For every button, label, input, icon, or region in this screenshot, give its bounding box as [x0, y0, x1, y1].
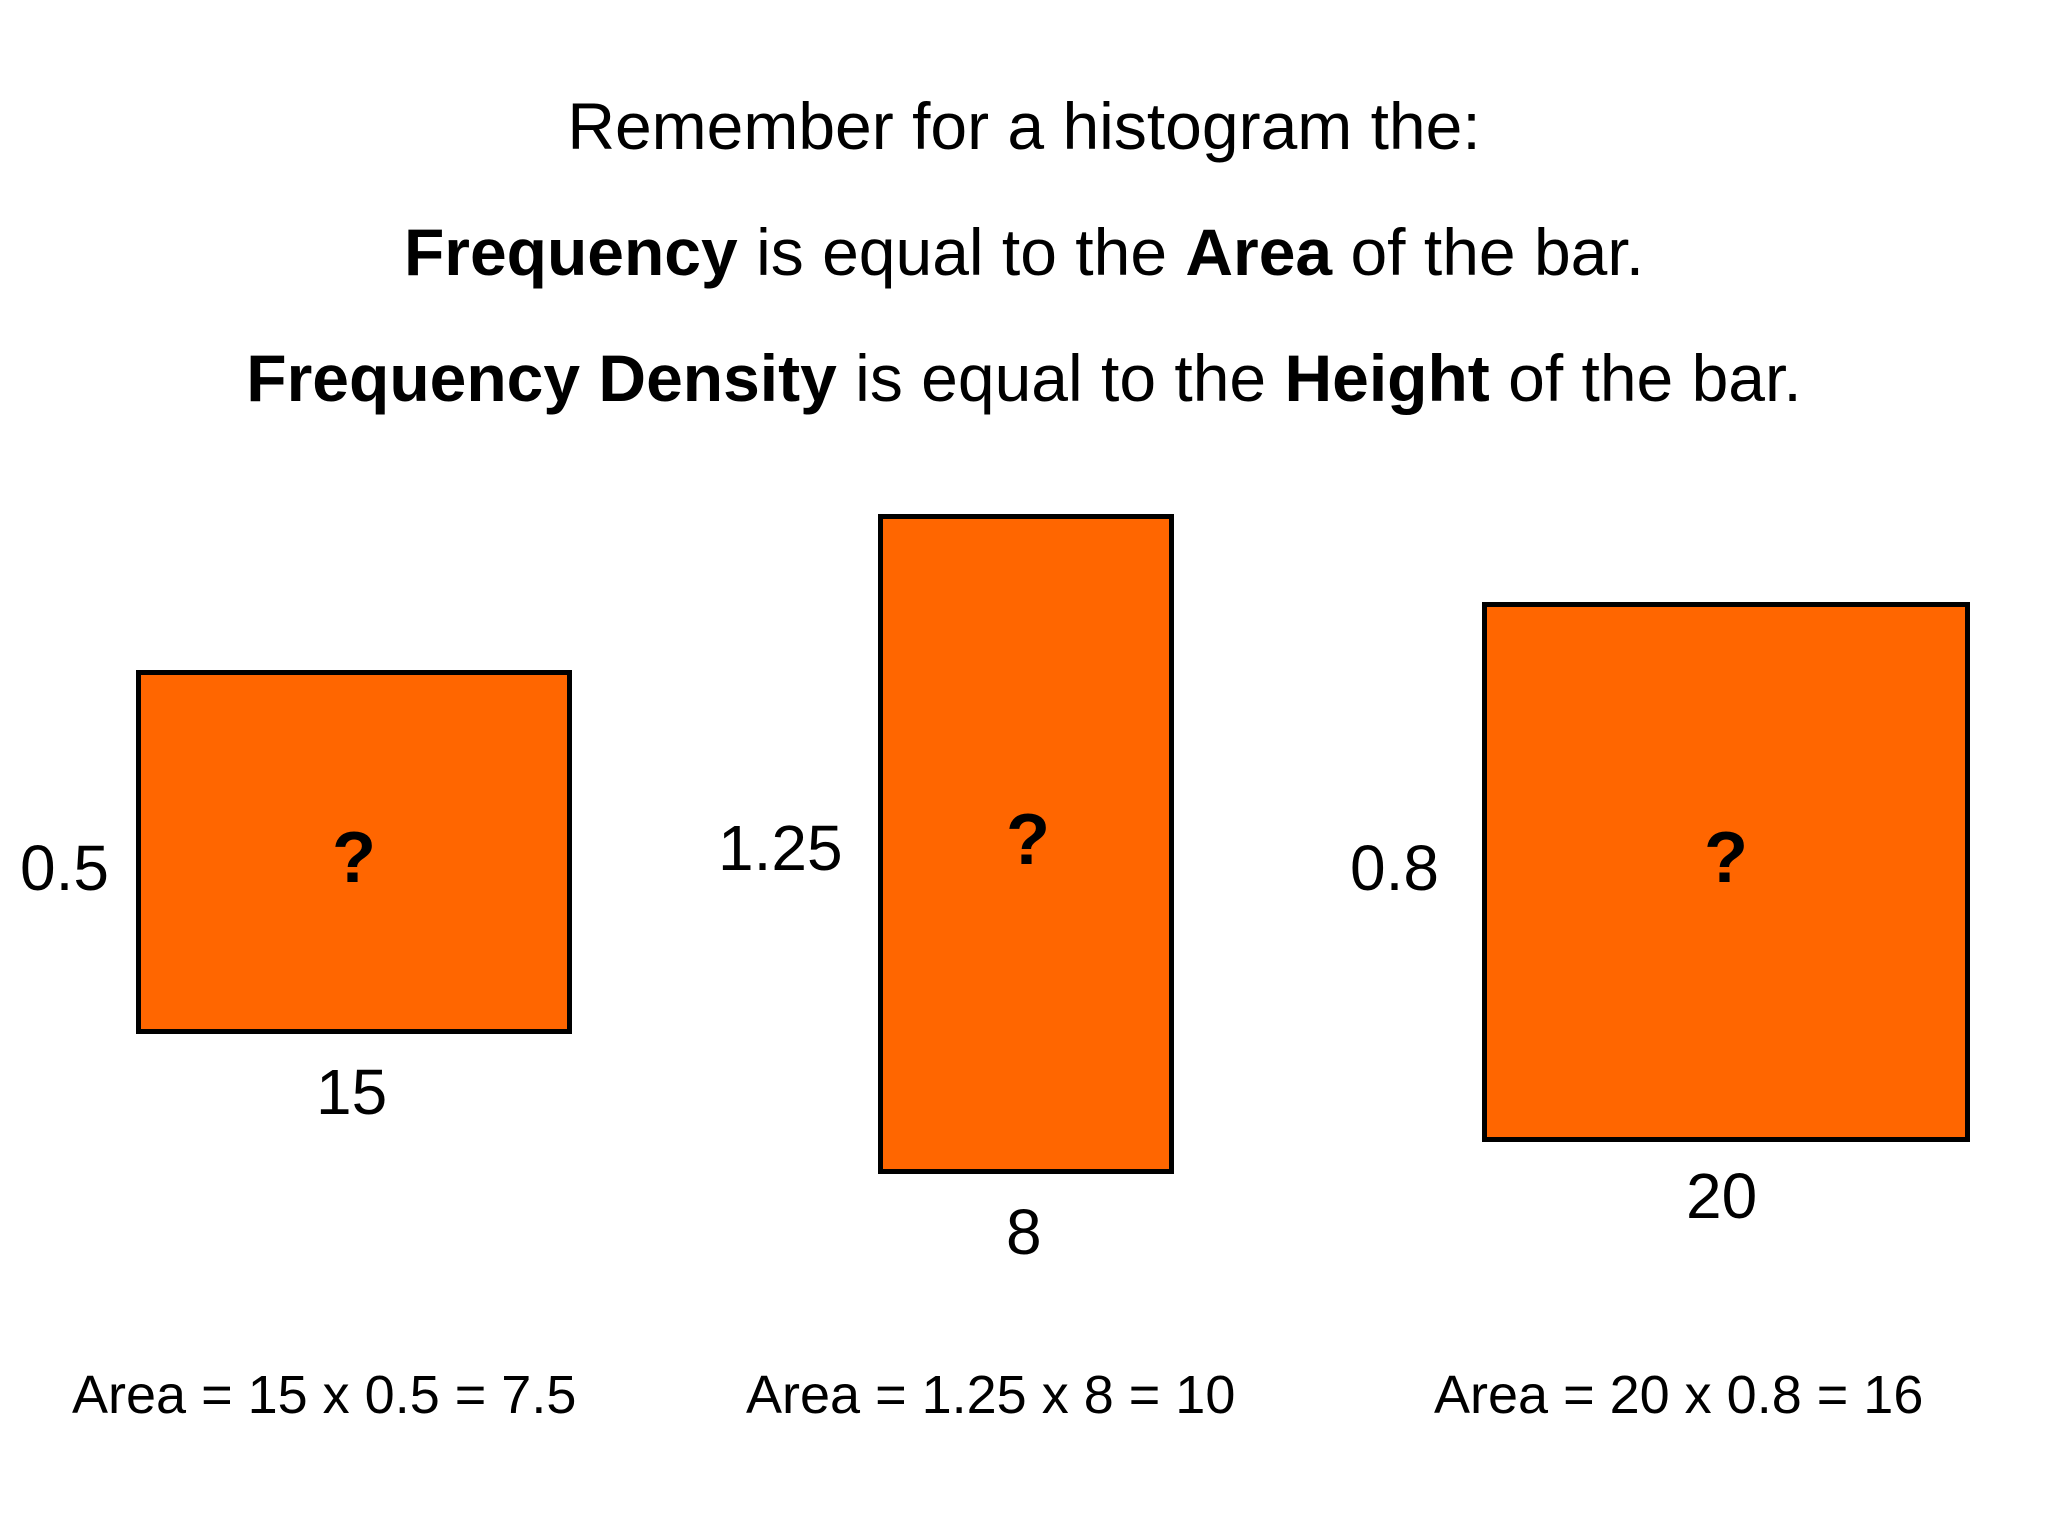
bar-2-area-calculation: Area = 1.25 x 8 = 10: [746, 1365, 1236, 1425]
heading-line-2: Frequency is equal to the Area of the ba…: [0, 212, 2048, 292]
bar-1-height-label: 0.5: [20, 832, 109, 904]
heading-text: Remember for a histogram the:: [567, 89, 1481, 163]
bar-2-height-label: 1.25: [718, 812, 843, 884]
bar-1-width-label: 15: [316, 1056, 388, 1128]
term-frequency: Frequency: [403, 215, 738, 289]
heading-line-1: Remember for a histogram the:: [0, 86, 2048, 166]
bar-3-question-mark: ?: [1704, 818, 1748, 898]
term-height: Height: [1284, 341, 1490, 415]
bar-3: [1482, 602, 1970, 1142]
bar-2-question-mark: ?: [1006, 800, 1050, 880]
bar-2-width-label: 8: [1006, 1196, 1042, 1268]
connector-text: is equal to the: [836, 341, 1285, 415]
connector-text: is equal to the: [737, 215, 1186, 289]
term-frequency-density: Frequency Density: [246, 341, 837, 415]
bar-1-question-mark: ?: [332, 818, 376, 898]
bar-2: [878, 514, 1174, 1174]
bar-3-width-label: 20: [1686, 1160, 1758, 1232]
bar-1: [136, 670, 572, 1034]
bar-3-area-calculation: Area = 20 x 0.8 = 16: [1434, 1365, 1924, 1425]
ending-text: of the bar.: [1489, 341, 1802, 415]
bar-3-height-label: 0.8: [1350, 832, 1439, 904]
ending-text: of the bar.: [1332, 215, 1645, 289]
heading-line-3: Frequency Density is equal to the Height…: [0, 338, 2048, 418]
bar-1-area-calculation: Area = 15 x 0.5 = 7.5: [72, 1365, 577, 1425]
term-area: Area: [1185, 215, 1333, 289]
